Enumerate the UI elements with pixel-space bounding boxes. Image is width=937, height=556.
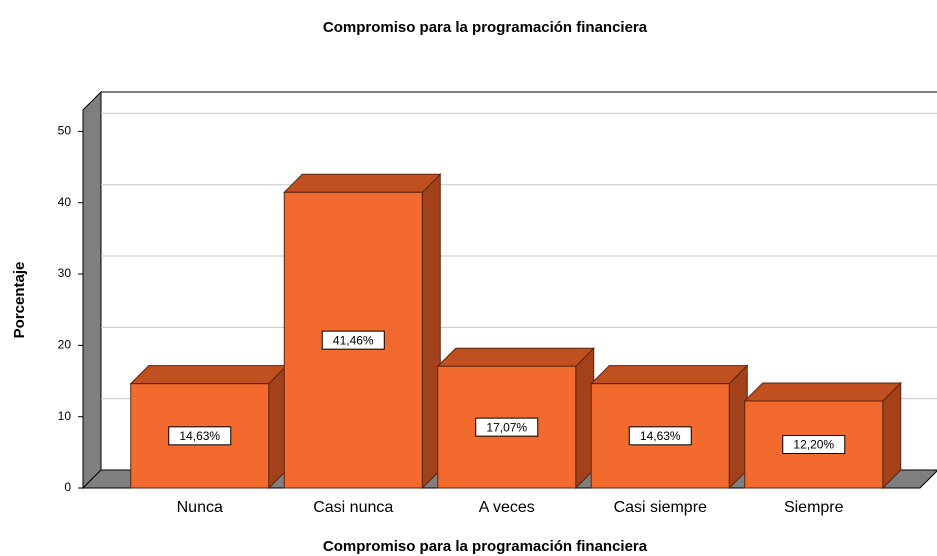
value-label-box xyxy=(321,330,385,350)
value-label-box xyxy=(475,417,539,437)
y-tick-label: 10 xyxy=(58,409,72,423)
y-tick-label: 30 xyxy=(58,266,72,280)
bar-top xyxy=(129,365,288,385)
x-tick-label: A veces xyxy=(479,499,535,516)
y-tick-label: 20 xyxy=(58,338,72,352)
value-label: 14,63% xyxy=(179,429,220,443)
x-tick-label: Casi siempre xyxy=(614,499,707,516)
chart-title: Compromiso para la programación financie… xyxy=(323,19,648,36)
y-tick-label: 50 xyxy=(58,124,72,138)
x-tick-label: Casi nunca xyxy=(313,499,393,516)
bar xyxy=(436,347,595,490)
bar-top xyxy=(590,365,749,385)
x-tick-label: Siempre xyxy=(784,499,844,516)
bar-top xyxy=(436,347,595,367)
y-tick-label: 40 xyxy=(58,195,72,209)
value-label: 12,20% xyxy=(793,438,834,452)
value-label: 14,63% xyxy=(640,429,681,443)
value-label-box xyxy=(168,426,232,446)
y-axis-title: Porcentaje xyxy=(11,262,28,339)
bar-top xyxy=(743,382,902,402)
value-label: 41,46% xyxy=(333,333,374,347)
y-tick-label: 0 xyxy=(64,480,71,494)
value-label: 17,07% xyxy=(486,420,527,434)
bar-top xyxy=(283,173,442,193)
x-axis-title: Compromiso para la programación financie… xyxy=(323,538,648,555)
left-wall xyxy=(82,90,102,490)
value-label-box xyxy=(628,426,692,446)
x-tick-label: Nunca xyxy=(177,499,223,516)
value-label-box xyxy=(782,434,846,454)
